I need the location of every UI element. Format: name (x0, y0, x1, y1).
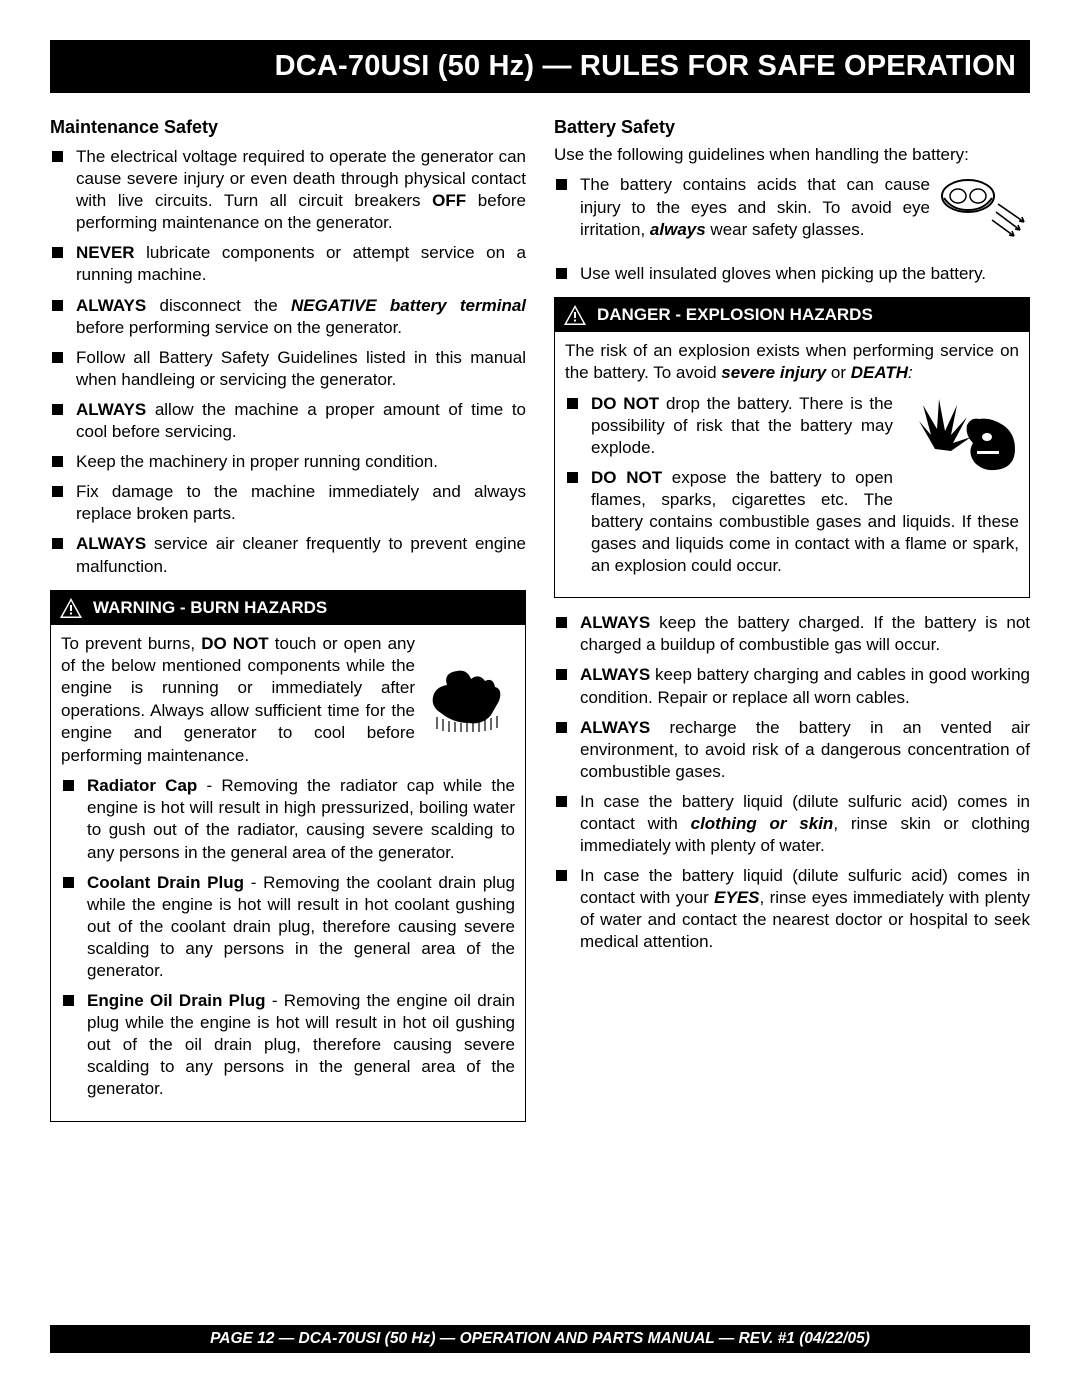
maintenance-list: The electrical voltage required to opera… (50, 146, 526, 578)
battery-after-list: ALWAYS keep the battery charged. If the … (554, 612, 1030, 953)
danger-item: DO NOT expose the battery to open flames… (565, 467, 1019, 577)
maintenance-item: ALWAYS service air cleaner frequently to… (50, 533, 526, 577)
warning-burn-body: To prevent burns, DO NOT touch or open a… (51, 625, 525, 1121)
danger-explosion-box: DANGER - EXPLOSION HAZARDS The risk of a… (554, 297, 1030, 599)
warning-triangle-icon (563, 304, 587, 326)
battery-item: The battery contains acids that can caus… (554, 174, 1030, 254)
battery-safety-heading: Battery Safety (554, 117, 1030, 138)
maintenance-item: ALWAYS allow the machine a proper amount… (50, 399, 526, 443)
page-title: DCA-70USI (50 Hz) — RULES FOR SAFE OPERA… (275, 50, 1016, 82)
content-columns: Maintenance Safety The electrical voltag… (50, 111, 1030, 1136)
maintenance-item: Fix damage to the machine immediately an… (50, 481, 526, 525)
danger-explosion-title: DANGER - EXPLOSION HAZARDS (597, 305, 873, 325)
burn-item: Coolant Drain Plug - Removing the coolan… (61, 872, 515, 982)
maintenance-item: The electrical voltage required to opera… (50, 146, 526, 234)
page-title-bar: DCA-70USI (50 Hz) — RULES FOR SAFE OPERA… (50, 40, 1030, 93)
maintenance-item: Keep the machinery in proper running con… (50, 451, 526, 473)
maintenance-item: Follow all Battery Safety Guidelines lis… (50, 347, 526, 391)
burn-item: Radiator Cap - Removing the radiator cap… (61, 775, 515, 863)
battery-after-item: ALWAYS recharge the battery in an vented… (554, 717, 1030, 783)
battery-item: Use well insulated gloves when picking u… (554, 263, 1030, 285)
danger-item: DO NOT drop the battery. There is the po… (565, 393, 1019, 459)
warning-burn-header: WARNING - BURN HAZARDS (51, 591, 525, 625)
battery-list: The battery contains acids that can caus… (554, 174, 1030, 284)
maintenance-safety-heading: Maintenance Safety (50, 117, 526, 138)
right-column: Battery Safety Use the following guideli… (554, 111, 1030, 1136)
page-footer: PAGE 12 — DCA-70USI (50 Hz) — OPERATION … (210, 1330, 870, 1347)
warning-burn-title: WARNING - BURN HAZARDS (93, 598, 327, 618)
maintenance-item: NEVER lubricate components or attempt se… (50, 242, 526, 286)
danger-explosion-body: The risk of an explosion exists when per… (555, 332, 1029, 598)
battery-after-item: In case the battery liquid (dilute sulfu… (554, 791, 1030, 857)
maintenance-item: ALWAYS disconnect the NEGATIVE battery t… (50, 295, 526, 339)
danger-list: DO NOT drop the battery. There is the po… (565, 393, 1019, 578)
battery-intro: Use the following guidelines when handli… (554, 144, 1030, 166)
burn-list: Radiator Cap - Removing the radiator cap… (61, 775, 515, 1100)
warning-burn-box: WARNING - BURN HAZARDS (50, 590, 526, 1122)
danger-explosion-header: DANGER - EXPLOSION HAZARDS (555, 298, 1029, 332)
left-column: Maintenance Safety The electrical voltag… (50, 111, 526, 1136)
page: DCA-70USI (50 Hz) — RULES FOR SAFE OPERA… (0, 0, 1080, 1397)
warning-triangle-icon (59, 597, 83, 619)
page-footer-bar: PAGE 12 — DCA-70USI (50 Hz) — OPERATION … (50, 1325, 1030, 1353)
battery-after-item: ALWAYS keep the battery charged. If the … (554, 612, 1030, 656)
burn-item: Engine Oil Drain Plug - Removing the eng… (61, 990, 515, 1100)
battery-after-item: In case the battery liquid (dilute sulfu… (554, 865, 1030, 953)
safety-goggles-icon (938, 176, 1030, 250)
battery-after-item: ALWAYS keep battery charging and cables … (554, 664, 1030, 708)
burn-hand-icon (423, 657, 515, 739)
